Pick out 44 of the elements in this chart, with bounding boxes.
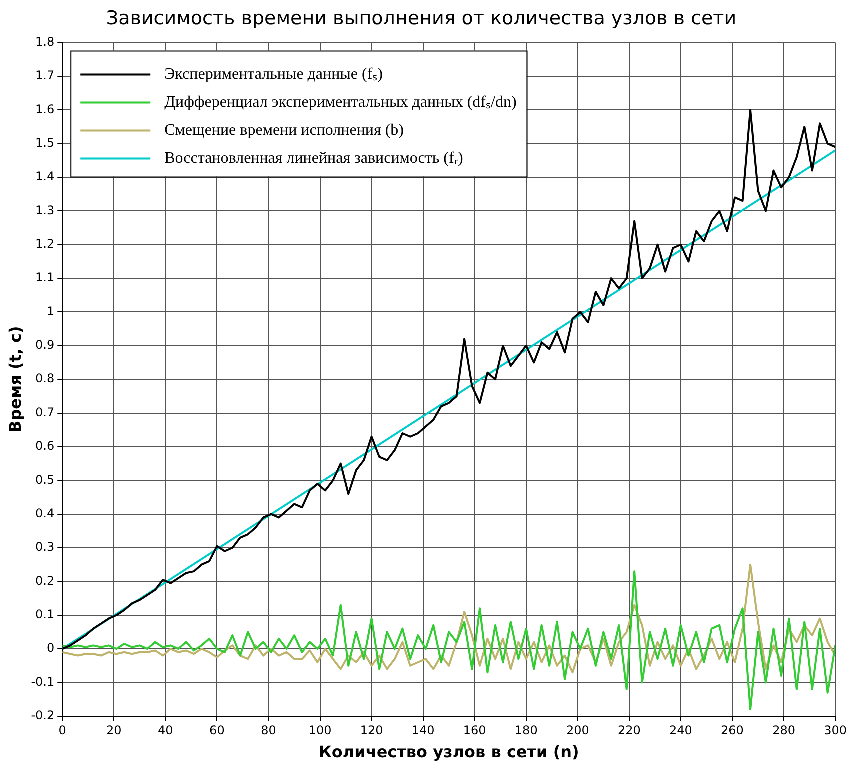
y-tick-label: 1.2 (36, 237, 55, 252)
chart-title: Зависимость времени выполнения от количества узлов в сети (106, 7, 737, 30)
x-tick-label: 0 (58, 724, 66, 738)
x-tick-label: 60 (210, 724, 225, 738)
y-tick-label: 1.5 (36, 136, 55, 150)
y-tick-label: 0.8 (36, 372, 55, 386)
legend-label: Экспериментальные данные (fₛ) (164, 66, 384, 84)
y-tick-label: 0.1 (36, 607, 55, 622)
y-tick-label: 1.1 (36, 270, 55, 285)
y-tick-label: 0.6 (36, 439, 55, 454)
y-tick-label: 0.7 (36, 405, 55, 420)
y-tick-label: 0 (46, 641, 55, 656)
x-tick-label: 120 (360, 724, 384, 738)
legend-label: Восстановленная линейная зависимость (fᵣ) (164, 150, 464, 168)
x-tick-label: 180 (514, 724, 538, 738)
x-tick-label: 160 (463, 724, 486, 738)
x-axis-title: Количество узлов в сети (n) (318, 742, 580, 762)
legend-label: Смещение времени исполнения (b) (164, 122, 404, 140)
y-tick-label: 0.5 (36, 472, 55, 487)
y-tick-label: 1.7 (36, 68, 55, 83)
y-tick-label: -0.2 (31, 708, 55, 723)
y-tick-label: 0.4 (36, 506, 55, 520)
y-tick-label: 0.2 (36, 574, 55, 588)
y-tick-label: 1.8 (36, 34, 55, 49)
x-tick-label: 140 (412, 724, 435, 738)
x-tick-label: 80 (261, 724, 276, 738)
y-axis-title: Время (t, c) (6, 326, 25, 434)
y-tick-label: 1 (46, 304, 55, 318)
x-tick-label: 240 (670, 724, 692, 738)
x-tick-label: 40 (158, 724, 174, 738)
x-tick-label: 200 (566, 724, 590, 738)
y-tick-label: 0.9 (36, 338, 55, 352)
y-tick-label: 1.4 (36, 170, 55, 184)
y-tick-label: 0.3 (36, 540, 55, 554)
y-tick-label: 1.3 (36, 203, 55, 218)
y-tick-label: 1.6 (36, 102, 55, 116)
legend-label: Дифференциал экспериментальных данных (dfₛ/dn) (164, 94, 517, 112)
x-tick-label: 260 (721, 724, 744, 738)
x-tick-label: 100 (308, 724, 332, 738)
x-tick-label: 280 (772, 724, 796, 738)
x-tick-label: 220 (618, 724, 641, 738)
y-tick-label: -0.1 (31, 674, 55, 689)
x-tick-label: 20 (106, 724, 122, 738)
x-tick-label: 300 (824, 724, 847, 738)
